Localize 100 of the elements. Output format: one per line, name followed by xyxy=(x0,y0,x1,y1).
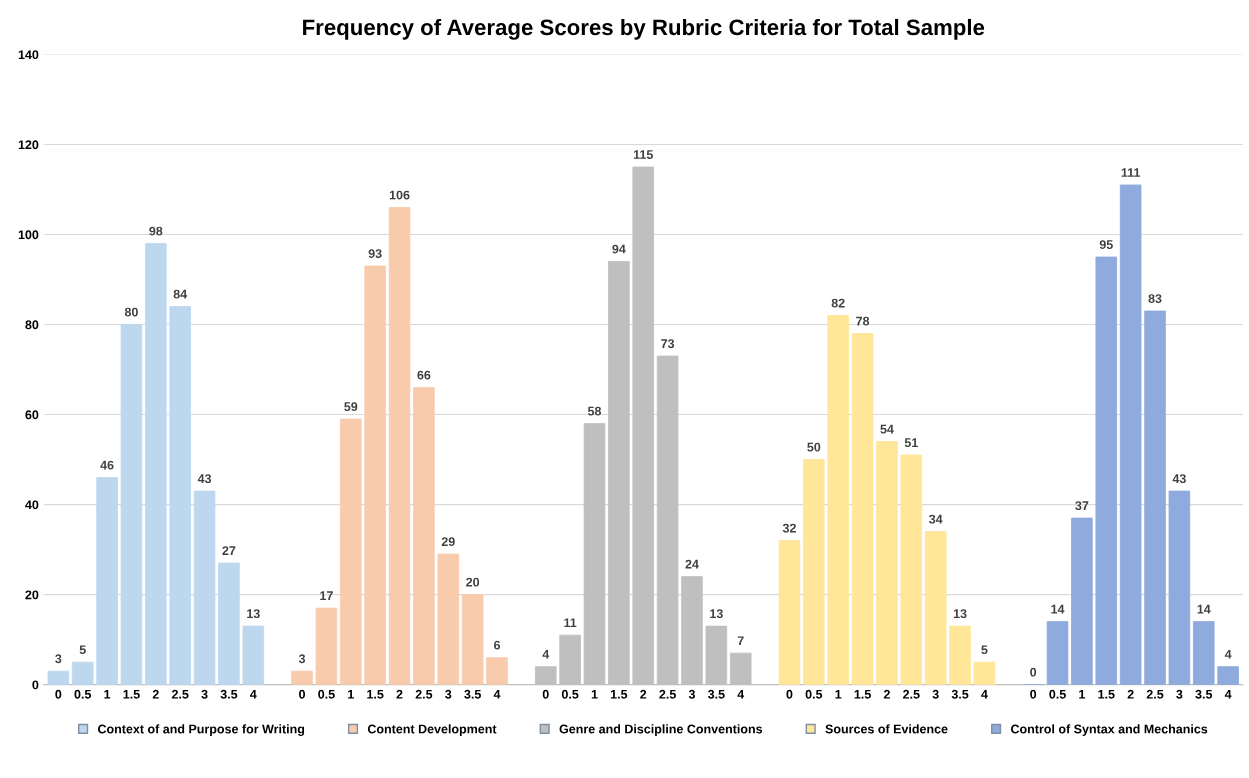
x-tick-label: 1 xyxy=(591,689,598,699)
data-label: 14 xyxy=(1051,604,1065,614)
x-tick-label: 3 xyxy=(1176,689,1183,699)
data-label: 7 xyxy=(737,636,744,645)
x-tick-label: 1.5 xyxy=(610,689,628,699)
data-label: 4 xyxy=(1224,649,1232,659)
chart-title: Frequency of Average Scores by Rubric Criteria for Total Sample xyxy=(303,18,985,40)
x-tick-label: 3.5 xyxy=(1195,689,1213,699)
data-label: 37 xyxy=(1075,501,1089,511)
data-label: 115 xyxy=(633,150,653,159)
data-label: 32 xyxy=(782,523,796,533)
data-label: 111 xyxy=(1121,168,1141,177)
x-tick-label: 1 xyxy=(835,689,842,699)
data-label: 82 xyxy=(831,298,845,308)
y-tick-label: 60 xyxy=(25,410,39,420)
data-label: 29 xyxy=(441,537,455,547)
y-tick-label: 0 xyxy=(32,680,39,690)
x-tick-label: 4 xyxy=(493,689,501,699)
x-tick-label: 1 xyxy=(104,689,111,699)
x-tick-label: 2 xyxy=(1127,689,1134,699)
x-tick-label: 2 xyxy=(152,689,159,699)
data-label: 93 xyxy=(368,249,382,259)
x-tick-label: 3.5 xyxy=(220,689,238,699)
x-tick-label: 3 xyxy=(445,689,452,699)
x-tick-label: 4 xyxy=(1224,689,1232,699)
data-label: 3 xyxy=(298,654,306,664)
y-tick-label: 20 xyxy=(25,590,39,600)
data-label: 20 xyxy=(466,577,480,587)
y-tick-label: 100 xyxy=(18,230,39,240)
data-label: 43 xyxy=(1172,474,1186,484)
x-tick-label: 3 xyxy=(688,689,695,699)
x-tick-label: 2.5 xyxy=(415,689,433,699)
x-tick-label: 4 xyxy=(737,689,745,699)
x-tick-label: 3.5 xyxy=(707,689,725,699)
x-tick-label: 2 xyxy=(883,689,890,699)
data-label: 50 xyxy=(807,442,821,452)
x-tick-label: 1.5 xyxy=(854,689,871,699)
x-tick-label: 1.5 xyxy=(1098,689,1115,699)
data-label: 34 xyxy=(929,514,943,524)
data-label: 5 xyxy=(981,645,988,655)
data-label: 51 xyxy=(904,438,918,448)
legend-label: Genre and Discipline Conventions xyxy=(559,724,763,736)
y-tick-label: 120 xyxy=(18,140,39,150)
data-label: 54 xyxy=(880,424,894,434)
x-tick-label: 1 xyxy=(1079,689,1086,699)
y-tick-label: 40 xyxy=(25,500,39,510)
x-tick-label: 2 xyxy=(640,689,647,699)
data-label: 46 xyxy=(100,460,114,470)
data-label: 6 xyxy=(493,640,501,650)
data-label: 27 xyxy=(222,546,236,555)
x-tick-label: 0.5 xyxy=(1049,689,1066,699)
legend-label: Context of and Purpose for Writing xyxy=(98,724,305,736)
data-label: 43 xyxy=(197,474,212,484)
x-tick-label: 2.5 xyxy=(659,689,676,699)
data-label: 83 xyxy=(1148,294,1162,304)
data-label: 59 xyxy=(344,402,358,412)
data-label: 13 xyxy=(247,609,260,619)
x-tick-label: 2.5 xyxy=(1146,689,1164,699)
data-label: 58 xyxy=(587,406,602,416)
x-tick-label: 1.5 xyxy=(367,689,384,699)
data-label: 13 xyxy=(710,609,723,619)
x-tick-label: 0 xyxy=(55,689,62,699)
data-label: 5 xyxy=(79,645,86,655)
x-tick-label: 0.5 xyxy=(805,689,823,699)
x-tick-label: 0.5 xyxy=(74,689,92,699)
data-label: 106 xyxy=(389,190,410,200)
x-tick-label: 0.5 xyxy=(318,689,335,699)
data-label: 3 xyxy=(55,654,62,664)
x-tick-label: 2.5 xyxy=(171,689,189,699)
data-label: 11 xyxy=(564,618,577,627)
x-tick-label: 4 xyxy=(981,689,988,699)
x-tick-label: 2.5 xyxy=(903,689,920,699)
data-label: 4 xyxy=(542,649,550,659)
x-tick-label: 3.5 xyxy=(951,689,969,699)
data-label: 17 xyxy=(320,591,333,600)
data-label: 66 xyxy=(417,370,431,380)
x-tick-label: 0 xyxy=(542,689,549,699)
y-tick-label: 140 xyxy=(18,50,39,60)
data-label: 80 xyxy=(124,307,138,317)
data-label: 73 xyxy=(661,339,675,349)
x-tick-label: 3.5 xyxy=(464,689,481,699)
data-label: 24 xyxy=(685,559,699,569)
x-tick-label: 1.5 xyxy=(123,689,140,699)
data-label: 98 xyxy=(149,226,163,236)
data-label: 0 xyxy=(1030,667,1037,677)
data-label: 94 xyxy=(612,244,626,254)
data-label: 95 xyxy=(1099,240,1113,249)
data-label: 78 xyxy=(856,316,870,326)
x-tick-label: 4 xyxy=(250,689,257,699)
data-label: 14 xyxy=(1197,604,1211,614)
data-label: 13 xyxy=(953,609,967,619)
x-tick-label: 3 xyxy=(932,689,939,699)
legend-label: Sources of Evidence xyxy=(825,724,948,734)
x-tick-label: 3 xyxy=(201,689,208,699)
legend-label: Content Development xyxy=(367,724,497,736)
x-tick-label: 0 xyxy=(1030,689,1037,699)
legend-label: Control of Syntax and Mechanics xyxy=(1011,724,1208,736)
x-tick-label: 1 xyxy=(348,689,354,699)
x-tick-label: 0 xyxy=(299,689,306,699)
y-tick-label: 80 xyxy=(25,320,39,330)
